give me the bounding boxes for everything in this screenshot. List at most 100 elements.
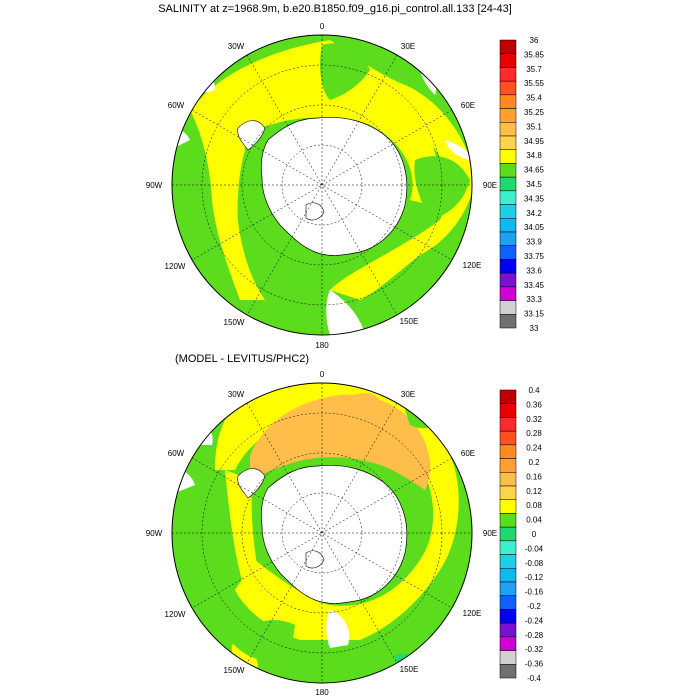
colorbar-label: -0.36 (525, 660, 544, 669)
colorbar-swatch (499, 94, 517, 109)
colorbar-swatch (499, 218, 517, 233)
lon-label-60e: 60E (461, 449, 475, 458)
colorbar-swatch (499, 540, 517, 555)
colorbar-label: -0.4 (527, 674, 541, 683)
colorbar-label: 36 (530, 36, 539, 45)
difference-colorbar: 0.4 0.36 0.32 0.28 0.24 0.2 0.16 0.12 0.08 0.04 0 -… (499, 386, 544, 683)
lon-label-150w: 150W (224, 318, 245, 327)
colorbar-swatch (499, 135, 517, 150)
colorbar-label: 0.4 (528, 386, 540, 395)
colorbar-swatch (499, 204, 517, 219)
lon-label-150e: 150E (400, 665, 419, 674)
lon-label-120e: 120E (463, 609, 482, 618)
colorbar-swatch (499, 53, 517, 68)
lon-label-90w: 90W (146, 181, 163, 190)
lon-label-0: 0 (320, 22, 325, 31)
colorbar-label: 33.9 (526, 238, 542, 247)
colorbar-label: 0.28 (526, 429, 542, 438)
colorbar-swatch (499, 176, 517, 192)
colorbar-label: 34.35 (524, 194, 545, 203)
colorbar-swatch (499, 581, 517, 596)
lon-label-30e: 30E (401, 390, 415, 399)
lon-label-30w: 30W (228, 42, 245, 51)
colorbar-swatch (499, 444, 517, 459)
colorbar-swatch (499, 554, 517, 569)
lon-label-30w: 30W (228, 390, 245, 399)
salinity-panel: SALINITY at z=1968.9m, b.e20.B1850.f09_g… (146, 3, 545, 350)
colorbar-label: 33.45 (524, 281, 545, 290)
lon-label-180: 180 (315, 688, 329, 697)
colorbar-swatch (499, 286, 517, 301)
lon-label-120w: 120W (165, 610, 186, 619)
colorbar-label: -0.16 (525, 588, 544, 597)
colorbar-label: -0.2 (527, 602, 541, 611)
lon-label-120e: 120E (463, 261, 482, 270)
colorbar-label: 0.2 (528, 458, 540, 467)
colorbar-label: 35.25 (524, 108, 545, 117)
colorbar-swatch (499, 513, 517, 528)
colorbar-label: 35.1 (526, 122, 542, 131)
colorbar-label: 0.36 (526, 400, 542, 409)
colorbar-swatch (499, 430, 517, 446)
lon-label-30e: 30E (401, 42, 415, 51)
colorbar-label: 34.65 (524, 166, 545, 175)
colorbar-swatch (499, 300, 517, 315)
colorbar-swatch (499, 122, 517, 137)
colorbar-label: 34.95 (524, 137, 545, 146)
difference-map (172, 383, 472, 683)
colorbar-swatch (499, 231, 517, 246)
colorbar-swatch (499, 499, 517, 514)
colorbar-swatch (499, 595, 517, 610)
colorbar-label: 34.05 (524, 223, 545, 232)
colorbar-swatch (499, 80, 517, 96)
lon-label-90w: 90W (146, 529, 163, 538)
salinity-panel-title: SALINITY at z=1968.9m, b.e20.B1850.f09_g… (158, 3, 512, 15)
colorbar-label: 33.15 (524, 310, 545, 319)
lon-label-150e: 150E (400, 317, 419, 326)
colorbar-swatch (499, 664, 517, 679)
colorbar-swatch (499, 67, 517, 82)
colorbar-label: 0 (532, 530, 537, 539)
colorbar-label: 0.12 (526, 487, 542, 496)
colorbar-swatch (499, 259, 517, 274)
colorbar-label: 0.24 (526, 444, 542, 453)
colorbar-label: 34.2 (526, 209, 542, 218)
colorbar-swatch (499, 568, 517, 583)
salinity-map (172, 35, 472, 335)
lon-label-60e: 60E (461, 101, 475, 110)
colorbar-label: 35.55 (524, 79, 545, 88)
colorbar-swatch (499, 526, 517, 542)
colorbar-label: 33.75 (524, 252, 545, 261)
colorbar-swatch (499, 39, 517, 54)
colorbar-swatch (499, 650, 517, 665)
colorbar-swatch (499, 272, 517, 288)
colorbar-swatch (499, 417, 517, 432)
colorbar-label: 33.6 (526, 266, 542, 275)
lon-label-90e: 90E (483, 181, 497, 190)
colorbar-label: 35.4 (526, 94, 542, 103)
lon-label-120w: 120W (165, 262, 186, 271)
colorbar-label: 0.32 (526, 415, 542, 424)
colorbar-label: -0.28 (525, 631, 544, 640)
colorbar-label: 35.7 (526, 65, 542, 74)
salinity-map-border (171, 34, 473, 336)
colorbar-label: 35.85 (524, 50, 545, 59)
colorbar-swatch (499, 314, 517, 329)
colorbar-label: 0.04 (526, 516, 542, 525)
colorbar-swatch (499, 163, 517, 178)
colorbar-label: 34.5 (526, 180, 542, 189)
colorbar-swatch (499, 485, 517, 500)
colorbar-label: -0.24 (525, 616, 544, 625)
colorbar-label: 33.3 (526, 295, 542, 304)
colorbar-label: 0.08 (526, 501, 542, 510)
colorbar-label: -0.32 (525, 645, 544, 654)
colorbar-swatch (499, 636, 517, 651)
lon-label-60w: 60W (168, 449, 185, 458)
lon-label-90e: 90E (483, 529, 497, 538)
difference-map-border (171, 382, 473, 684)
lon-label-180: 180 (315, 341, 329, 350)
colorbar-swatch (499, 190, 517, 205)
lon-label-150w: 150W (224, 666, 245, 675)
colorbar-swatch (499, 609, 517, 624)
